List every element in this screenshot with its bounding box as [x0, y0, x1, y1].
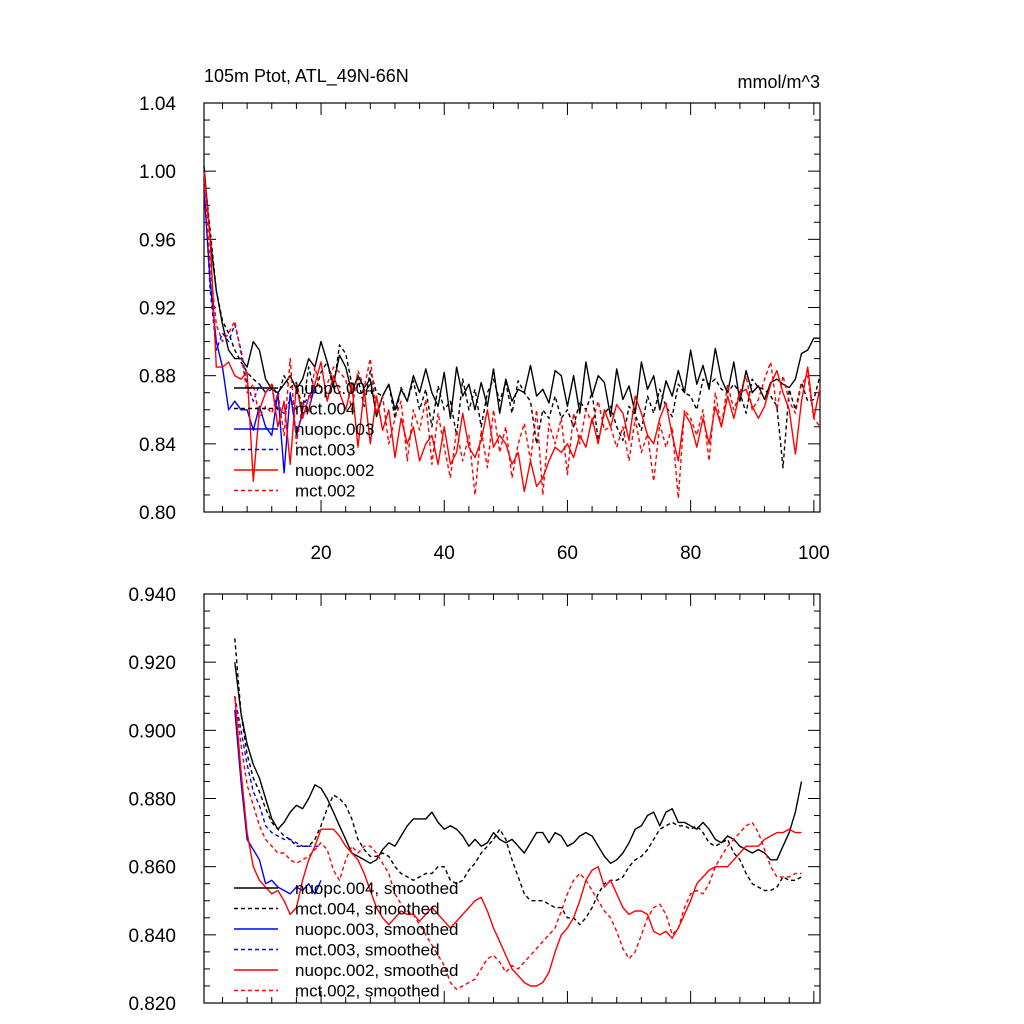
series-line-4 — [234, 696, 321, 847]
series-line-2 — [203, 171, 821, 469]
y-tick-label: 0.88 — [139, 367, 176, 388]
legend-label: mct.004, smoothed — [295, 900, 440, 919]
y-tick-label: 0.940 — [128, 585, 176, 606]
chart-title: 105m Ptot, ATL_49N-66N — [204, 66, 409, 87]
series-line-3 — [234, 709, 322, 895]
legend-label: nuopc.004, smoothed — [295, 879, 459, 898]
series-line-6 — [234, 696, 802, 991]
legend-label: mct.002, smoothed — [295, 982, 440, 1001]
y-tick-label: 1.00 — [139, 162, 176, 183]
series-line-5 — [234, 696, 802, 987]
x-tick-label: 20 — [310, 543, 331, 564]
series-line-2 — [234, 638, 802, 926]
series-line-5 — [203, 171, 821, 493]
legend-label: nuopc.002, smoothed — [295, 961, 459, 980]
x-tick-label: 40 — [434, 543, 455, 564]
y-tick-label: 0.92 — [139, 299, 176, 320]
x-tick-label: 80 — [680, 543, 701, 564]
legend-label: mct.003, smoothed — [295, 941, 440, 960]
series-line-6 — [203, 179, 821, 500]
y-tick-label: 0.920 — [128, 653, 176, 674]
y-tick-label: 0.880 — [128, 790, 176, 811]
y-tick-label: 0.80 — [139, 503, 176, 524]
top-panel: 0.80 0.84 0.88 0.92 0.96 1.00 1.04 20 40 60 80 100 n… — [139, 94, 830, 564]
legend-label: nuopc.003 — [295, 420, 374, 439]
y-tick-label: 0.84 — [139, 435, 176, 456]
legend-label: mct.002 — [295, 482, 355, 501]
x-tick-label: 60 — [557, 543, 578, 564]
legend-label: nuopc.004 — [295, 379, 374, 398]
x-tick-label: 100 — [798, 543, 830, 564]
bottom-panel: 0.820 0.840 0.860 0.880 0.900 0.920 0.940 nuopc… — [128, 585, 821, 1015]
legend-label: nuopc.003, smoothed — [295, 920, 459, 939]
y-tick-label: 1.04 — [139, 94, 176, 115]
series-line-4 — [203, 179, 316, 414]
legend-label: mct.004 — [295, 400, 355, 419]
y-tick-label: 0.900 — [128, 721, 176, 742]
legend-label: nuopc.002 — [295, 461, 374, 480]
y-tick-label: 0.96 — [139, 230, 176, 251]
y-tick-label: 0.820 — [128, 994, 176, 1015]
y-tick-label: 0.860 — [128, 858, 176, 879]
series-line-1 — [234, 662, 803, 864]
series-line-1 — [203, 166, 820, 419]
y-tick-label: 0.840 — [128, 926, 176, 947]
chart-units: mmol/m^3 — [738, 72, 820, 92]
legend-label: mct.003 — [295, 441, 355, 460]
